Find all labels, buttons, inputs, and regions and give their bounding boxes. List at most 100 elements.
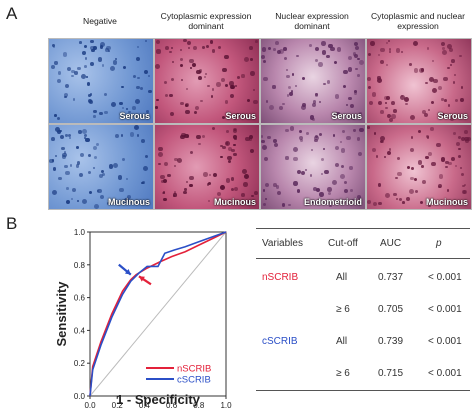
nucleus-dot [147, 89, 152, 94]
nucleus-dot [99, 195, 104, 200]
nucleus-dot [233, 135, 237, 139]
x-axis-label: 1 - Specificity [116, 392, 201, 407]
nucleus-dot [395, 47, 401, 53]
nucleus-dot [340, 148, 346, 153]
nucleus-dot [334, 94, 339, 99]
tissue-type-label: Serous [119, 111, 150, 121]
nucleus-dot [142, 181, 145, 185]
nucleus-dot [329, 204, 332, 207]
nucleus-dot [88, 190, 93, 194]
table-row-auc: 0.715 [378, 368, 404, 379]
nucleus-dot [247, 200, 251, 203]
nucleus-dot [234, 187, 239, 192]
nucleus-dot [336, 111, 340, 116]
nucleus-dot [224, 55, 229, 60]
nucleus-dot [440, 41, 445, 47]
nucleus-dot [221, 78, 225, 83]
nucleus-dot [62, 52, 68, 57]
nucleus-dot [211, 126, 216, 131]
nucleus-dot [68, 134, 72, 138]
nucleus-dot [184, 188, 187, 191]
nucleus-dot [55, 127, 61, 133]
nucleus-dot [292, 156, 298, 162]
nucleus-dot [56, 116, 60, 121]
nucleus-dot [450, 157, 455, 162]
micrograph-negative-1: Serous [48, 38, 154, 124]
nucleus-dot [99, 174, 104, 179]
y-tick-label: 0.4 [74, 326, 86, 335]
nucleus-dot [322, 82, 326, 86]
nucleus-dot [101, 64, 105, 67]
nucleus-dot [254, 191, 259, 196]
nucleus-dot [119, 101, 123, 106]
nucleus-dot [321, 50, 327, 55]
nucleus-dot [354, 89, 357, 93]
nucleus-dot [421, 165, 425, 168]
nucleus-dot [83, 134, 88, 138]
nucleus-dot [234, 113, 240, 119]
nucleus-dot [49, 158, 55, 164]
nucleus-dot [229, 81, 234, 86]
table-row-p: < 0.001 [428, 336, 462, 347]
nucleus-dot [211, 48, 216, 53]
nucleus-dot [342, 84, 347, 89]
nucleus-dot [333, 112, 338, 117]
nucleus-dot [311, 200, 314, 204]
nucleus-dot [71, 75, 74, 78]
nucleus-dot [326, 54, 331, 59]
nucleus-dot [202, 135, 206, 139]
nucleus-dot [285, 128, 289, 133]
nucleus-dot [353, 91, 358, 96]
nucleus-dot [189, 150, 194, 154]
nucleus-dot [464, 136, 469, 142]
legend-label: nSCRIB [177, 364, 211, 375]
nucleus-dot [224, 140, 230, 146]
nucleus-dot [179, 48, 182, 51]
nucleus-dot [115, 133, 119, 138]
micrograph-cytoplasmic-2: Mucinous [154, 124, 260, 210]
nucleus-dot [351, 116, 355, 120]
nucleus-dot [334, 162, 340, 168]
nucleus-dot [380, 59, 385, 64]
nucleus-dot [230, 177, 235, 181]
nucleus-dot [208, 199, 211, 203]
nucleus-dot [428, 77, 434, 83]
nucleus-dot [413, 177, 417, 181]
nucleus-dot [450, 63, 453, 66]
table-header-rule [256, 258, 470, 259]
nucleus-dot [232, 128, 238, 133]
tissue-type-label: Serous [225, 111, 256, 121]
nucleus-dot [195, 134, 201, 140]
nucleus-dot [179, 63, 184, 68]
nucleus-dot [462, 184, 465, 188]
nucleus-dot [278, 48, 284, 54]
nucleus-dot [186, 41, 192, 46]
nucleus-dot [141, 181, 144, 185]
nucleus-dot [269, 105, 275, 110]
nucleus-dot [222, 145, 226, 150]
nucleus-dot [318, 132, 323, 137]
nucleus-dot [171, 46, 174, 49]
nucleus-dot [86, 82, 91, 86]
nucleus-dot [349, 166, 353, 170]
micrograph-both-2: Mucinous [366, 124, 472, 210]
nucleus-dot [464, 139, 469, 144]
nucleus-dot [225, 100, 229, 104]
nucleus-dot [173, 193, 177, 197]
nucleus-dot [267, 47, 271, 51]
nucleus-dot [209, 40, 214, 44]
nucleus-dot [144, 154, 148, 158]
nucleus-dot [263, 76, 268, 81]
nucleus-dot [445, 160, 449, 165]
nucleus-dot [59, 135, 64, 140]
nucleus-dot [399, 95, 405, 100]
nucleus-dot [455, 164, 458, 167]
nucleus-dot [54, 114, 57, 117]
nucleus-dot [241, 168, 247, 174]
nucleus-dot [272, 183, 277, 187]
nucleus-dot [218, 46, 222, 50]
nucleus-dot [277, 190, 282, 195]
nucleus-dot [370, 41, 375, 46]
nucleus-dot [296, 188, 301, 193]
nucleus-dot [93, 46, 97, 50]
